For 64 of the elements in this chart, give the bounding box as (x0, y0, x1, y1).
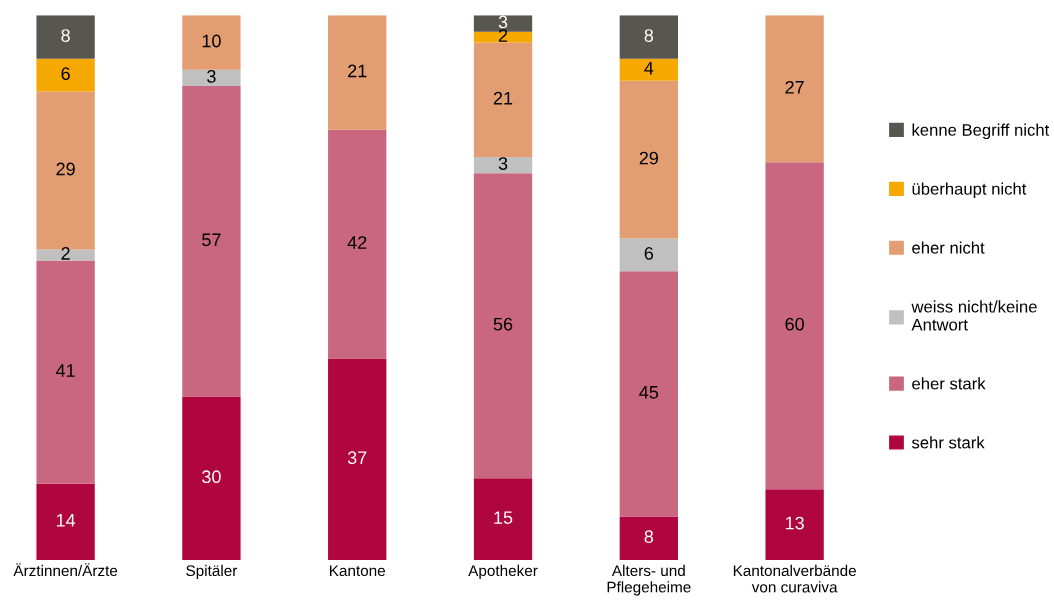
bar (182, 69, 241, 87)
bar (765, 15, 824, 163)
data-label: 57 (202, 233, 221, 247)
legend-label: sehr stark (911, 436, 985, 449)
data-label: 21 (493, 91, 513, 105)
bar (36, 58, 95, 92)
data-label: 6 (644, 247, 654, 260)
bar (328, 15, 387, 130)
data-label: 3 (498, 157, 508, 170)
bar (182, 396, 241, 560)
data-label: 14 (56, 514, 76, 527)
bar (765, 489, 824, 560)
x-tick-label: Spitäler (186, 564, 238, 580)
data-label: 37 (347, 451, 367, 465)
data-label: 15 (494, 511, 513, 524)
bar (619, 516, 678, 560)
bar (619, 80, 678, 239)
data-label: 8 (644, 29, 654, 42)
data-label: 60 (785, 317, 804, 331)
data-label: 42 (347, 236, 367, 249)
data-label: 8 (61, 29, 70, 42)
data-label: 27 (785, 80, 804, 94)
data-label: 2 (498, 29, 508, 42)
bar (328, 129, 387, 359)
data-label: 29 (639, 151, 659, 165)
bar (182, 86, 241, 397)
legend-label: eher stark (912, 377, 986, 390)
legend-label: kenne Begriff nicht (912, 123, 1050, 140)
data-label: 29 (56, 162, 75, 176)
bar (473, 42, 533, 157)
x-tick-label: Apotheker (468, 564, 538, 580)
data-label: 4 (644, 62, 654, 75)
data-label: 6 (61, 67, 70, 81)
bar (619, 238, 678, 272)
x-tick-label: Kantone (330, 565, 385, 577)
x-tick-label: Kantonalverbände von curaviva (733, 564, 856, 593)
bar (619, 15, 678, 59)
data-label: 3 (207, 70, 216, 83)
bar (619, 271, 678, 517)
bar (36, 260, 95, 484)
bar (765, 162, 824, 490)
data-label: 8 (644, 530, 654, 544)
x-tick-label: Alters- und Pflegeheime (607, 564, 691, 596)
bar (36, 483, 95, 560)
data-label: 2 (61, 247, 70, 260)
bar (182, 15, 241, 70)
data-label: 45 (639, 386, 659, 399)
data-label: 56 (493, 317, 513, 331)
data-label: 3 (498, 15, 508, 29)
bar (619, 58, 678, 81)
data-label: 10 (202, 34, 221, 48)
bar (473, 173, 533, 479)
bar (473, 478, 533, 560)
bar (328, 358, 387, 560)
x-tick-label: Ärztinnen/Ärzte (13, 563, 118, 577)
data-label: 30 (202, 470, 221, 484)
data-label: 21 (348, 64, 367, 78)
legend-label: überhaupt nicht (912, 182, 1027, 199)
data-label: 41 (55, 364, 75, 377)
legend-label: weiss nicht/keine Antwort (911, 300, 1037, 331)
bar (36, 15, 95, 59)
bar (473, 156, 533, 174)
data-label: 13 (785, 516, 804, 530)
legend-label: eher nicht (912, 241, 985, 254)
